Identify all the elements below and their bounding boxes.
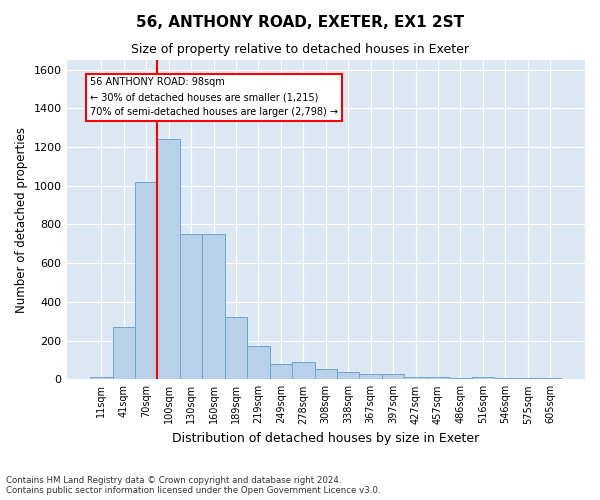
Bar — [494, 378, 517, 380]
Bar — [472, 378, 494, 380]
Bar — [292, 362, 314, 380]
Bar — [427, 378, 449, 380]
Bar — [202, 234, 225, 380]
Bar — [404, 378, 427, 380]
Bar — [359, 374, 382, 380]
Bar — [517, 378, 539, 380]
Text: 56 ANTHONY ROAD: 98sqm
← 30% of detached houses are smaller (1,215)
70% of semi-: 56 ANTHONY ROAD: 98sqm ← 30% of detached… — [90, 78, 338, 117]
Bar — [113, 327, 135, 380]
Bar — [314, 368, 337, 380]
X-axis label: Distribution of detached houses by size in Exeter: Distribution of detached houses by size … — [172, 432, 479, 445]
Text: Contains HM Land Registry data © Crown copyright and database right 2024.
Contai: Contains HM Land Registry data © Crown c… — [6, 476, 380, 495]
Bar — [382, 374, 404, 380]
Bar — [90, 378, 113, 380]
Bar — [157, 140, 180, 380]
Bar — [247, 346, 269, 380]
Bar — [225, 318, 247, 380]
Bar — [449, 378, 472, 380]
Bar — [539, 378, 562, 380]
Text: 56, ANTHONY ROAD, EXETER, EX1 2ST: 56, ANTHONY ROAD, EXETER, EX1 2ST — [136, 15, 464, 30]
Bar — [269, 364, 292, 380]
Bar — [337, 372, 359, 380]
Bar — [135, 182, 157, 380]
Y-axis label: Number of detached properties: Number of detached properties — [15, 126, 28, 312]
Bar — [180, 234, 202, 380]
Text: Size of property relative to detached houses in Exeter: Size of property relative to detached ho… — [131, 42, 469, 56]
